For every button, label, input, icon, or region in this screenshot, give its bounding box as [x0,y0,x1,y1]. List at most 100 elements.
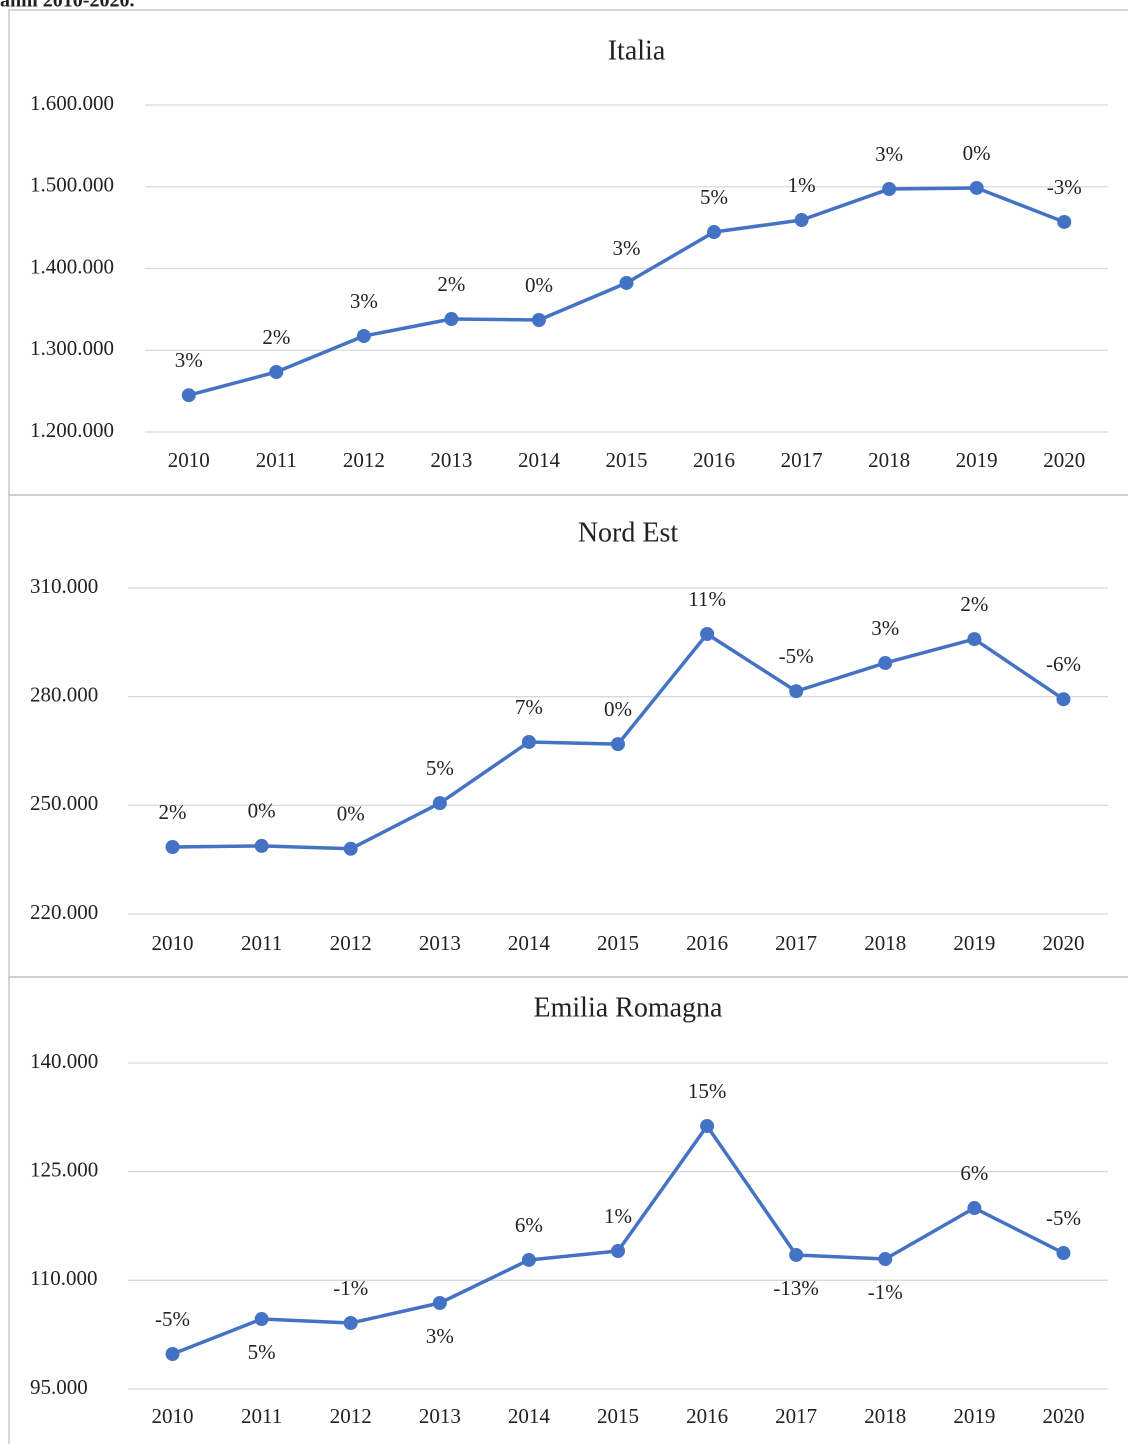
data-label: 6% [515,1213,543,1237]
data-label: 5% [248,1340,276,1364]
data-label: -1% [333,1276,368,1300]
marker [165,1347,180,1362]
x-tick-label: 2015 [597,1404,639,1428]
x-tick-label: 2010 [168,448,210,472]
panel-frame [8,976,1128,1444]
marker [254,1312,269,1327]
x-tick-label: 2012 [330,931,372,955]
chart-title: Emilia Romagna [534,992,724,1023]
data-label: 0% [337,802,365,826]
marker [882,182,897,197]
x-tick-label: 2018 [864,931,906,955]
x-tick-label: 2017 [775,931,817,955]
panel-frame [8,9,1128,496]
data-label: -5% [155,1307,190,1331]
data-label: 3% [350,289,378,313]
marker [1056,692,1071,707]
data-label: 2% [159,800,187,824]
x-tick-label: 2016 [686,931,728,955]
x-tick-label: 2013 [419,931,461,955]
data-label: 3% [871,616,899,640]
y-tick-label: 1.300.000 [30,336,114,360]
data-label: 7% [515,695,543,719]
x-tick-label: 2020 [1042,1404,1084,1428]
data-label: 2% [960,592,988,616]
x-tick-label: 2011 [241,931,282,955]
y-tick-label: 1.400.000 [30,254,114,278]
marker [343,841,358,856]
data-label: 3% [613,236,641,260]
data-label: 2% [437,272,465,296]
marker [969,180,984,195]
x-tick-label: 2013 [419,1404,461,1428]
marker [343,1316,358,1331]
marker [356,329,371,344]
panel-frame [8,494,1128,978]
data-label: -13% [773,1276,819,1300]
data-label: -5% [1046,1206,1081,1230]
marker [611,737,625,752]
marker [700,1119,715,1134]
data-label: 0% [248,799,276,823]
marker [165,839,180,854]
marker [1057,214,1072,229]
data-label: 0% [525,273,553,297]
marker [181,388,196,403]
x-tick-label: 2016 [686,1404,728,1428]
marker [707,225,722,240]
x-tick-label: 2019 [953,931,995,955]
marker [611,1243,625,1258]
data-label: 6% [960,1161,988,1185]
data-label: -3% [1047,175,1082,199]
x-tick-label: 2011 [241,1404,282,1428]
data-label: -6% [1046,652,1081,676]
x-tick-label: 2018 [864,1404,906,1428]
x-tick-label: 2013 [430,448,472,472]
x-tick-label: 2017 [775,1404,817,1428]
x-tick-label: 2012 [330,1404,372,1428]
marker [794,213,809,228]
data-label: -5% [779,644,814,668]
x-tick-label: 2015 [597,931,639,955]
chart-title: Italia [608,35,666,66]
y-tick-label: 280.000 [30,682,98,706]
x-tick-label: 2011 [256,448,297,472]
y-tick-label: 1.500.000 [30,173,114,197]
x-tick-label: 2010 [152,931,194,955]
marker [521,734,536,749]
marker [444,312,459,327]
marker [878,1252,893,1267]
y-tick-label: 250.000 [30,791,98,815]
data-label: 3% [426,1324,454,1348]
marker [700,627,715,642]
x-tick-label: 2020 [1042,931,1084,955]
y-tick-label: 140.000 [30,1049,98,1073]
y-tick-label: 110.000 [30,1266,97,1290]
y-tick-label: 125.000 [30,1157,98,1181]
data-label: 0% [604,697,632,721]
line [171,1124,1065,1356]
x-tick-label: 2014 [508,1404,551,1428]
marker [254,838,269,853]
data-label: 2% [262,325,290,349]
x-tick-label: 2014 [508,931,551,955]
data-label: 15% [688,1079,727,1103]
marker [1056,1246,1071,1261]
line [188,186,1065,397]
data-label: 3% [175,348,203,372]
x-tick-label: 2012 [343,448,385,472]
y-tick-label: 1.200.000 [30,418,114,442]
marker [878,655,893,670]
y-tick-label: 310.000 [30,574,98,598]
data-label: 11% [688,587,726,611]
y-tick-label: 95.000 [30,1375,88,1399]
data-label: 3% [875,142,903,166]
x-tick-label: 2019 [953,1404,995,1428]
caption: anni 2010-2020. [0,0,134,12]
marker [269,364,284,379]
data-label: 0% [963,141,991,165]
marker [789,1247,804,1262]
data-label: 5% [426,756,454,780]
x-tick-label: 2016 [693,448,735,472]
